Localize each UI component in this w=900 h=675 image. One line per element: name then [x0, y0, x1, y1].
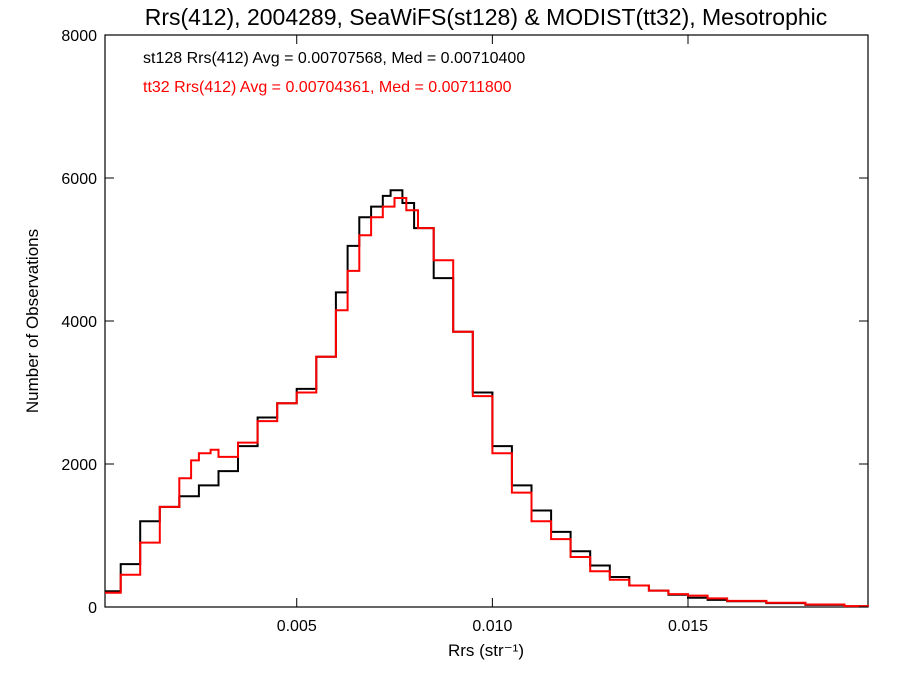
x-tick-label: 0.010 — [472, 618, 512, 635]
x-tick-label: 0.015 — [668, 618, 708, 635]
x-tick-label: 0.005 — [277, 618, 317, 635]
series-line-1 — [105, 197, 869, 608]
series-line-0 — [105, 189, 869, 608]
annotation-st128: st128 Rrs(412) Avg = 0.00707568, Med = 0… — [143, 50, 525, 67]
y-axis-label: Number of Observations — [23, 229, 42, 413]
x-axis-label: Rrs (str⁻¹) — [448, 641, 524, 660]
y-tick-label: 2000 — [61, 457, 97, 474]
y-tick-label: 0 — [88, 600, 97, 617]
plot-area-border — [104, 34, 869, 608]
annotation-tt32: tt32 Rrs(412) Avg = 0.00704361, Med = 0.… — [143, 79, 512, 96]
y-tick-label: 4000 — [61, 314, 97, 331]
plot-frame — [104, 34, 869, 608]
series-layer — [105, 189, 869, 608]
tick-layer: 0.005 0.010 0.015 0 2000 4000 6000 8000 — [61, 28, 868, 635]
y-tick-label: 8000 — [61, 28, 97, 45]
y-tick-label: 6000 — [61, 171, 97, 188]
chart-title: Rrs(412), 2004289, SeaWiFS(st128) & MODI… — [145, 4, 828, 30]
